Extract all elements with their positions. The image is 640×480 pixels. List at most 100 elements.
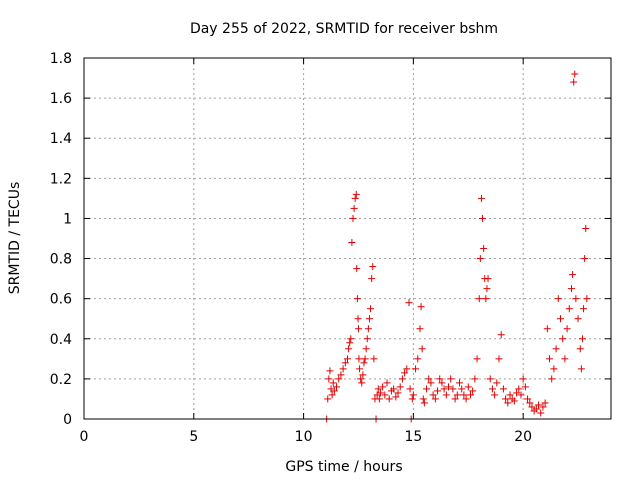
data-point: [333, 383, 341, 391]
data-point: [420, 399, 428, 407]
tick-layer: 0 5 10 15 20 0 0.2 0.4 0.6 0.8 1 1.2 1.4 1.6 1.8: [50, 51, 611, 445]
data-point: [367, 305, 375, 313]
data-point: [358, 379, 366, 387]
data-point: [425, 375, 433, 383]
data-point: [471, 375, 479, 383]
data-point: [445, 383, 453, 391]
data-point: [418, 345, 426, 353]
data-point: [390, 385, 398, 393]
data-point: [580, 305, 588, 313]
data-point: [337, 371, 345, 379]
data-point: [583, 295, 591, 303]
data-point: [341, 359, 349, 367]
data-point: [353, 295, 361, 303]
data-point: [408, 395, 416, 403]
data-point: [394, 389, 402, 397]
data-point: [348, 239, 356, 247]
data-point: [385, 395, 393, 403]
data-point: [383, 379, 391, 387]
data-point: [495, 355, 503, 363]
data-point: [354, 325, 362, 333]
data-point: [375, 395, 383, 403]
data-point: [409, 391, 417, 399]
data-point: [570, 78, 578, 86]
data-point: [578, 335, 586, 343]
data-point: [569, 271, 577, 279]
y-tick-label: 1.2: [50, 171, 72, 187]
data-point: [482, 295, 490, 303]
data-point: [369, 263, 377, 271]
data-point: [576, 345, 584, 353]
data-point: [506, 391, 514, 399]
data-point: [442, 391, 450, 399]
y-axis-label: SRMTID / TECUs: [7, 182, 23, 295]
data-point: [339, 365, 347, 373]
data-point: [572, 295, 580, 303]
data-point: [419, 395, 427, 403]
plot-frame: [83, 57, 612, 420]
data-point: [574, 315, 582, 323]
data-point: [365, 315, 373, 323]
data-point: [497, 331, 505, 339]
x-tick-label: 20: [514, 429, 532, 445]
data-point: [368, 275, 376, 283]
data-point: [532, 405, 540, 413]
data-point: [355, 355, 363, 363]
data-point: [406, 385, 414, 393]
data-point: [370, 355, 378, 363]
data-point: [493, 379, 501, 387]
data-point: [449, 385, 457, 393]
data-point: [326, 367, 334, 375]
data-point: [352, 190, 360, 198]
data-point: [381, 391, 389, 399]
data-point: [451, 395, 459, 403]
y-tick-label: 0.4: [50, 332, 72, 348]
data-point: [561, 355, 569, 363]
data-point: [351, 194, 359, 202]
data-point: [552, 345, 560, 353]
data-point: [541, 399, 549, 407]
x-tick-label: 15: [404, 429, 422, 445]
data-point: [548, 375, 556, 383]
y-tick-label: 0.8: [50, 252, 72, 268]
data-point: [440, 385, 448, 393]
data-point: [488, 385, 496, 393]
data-point: [401, 369, 409, 377]
data-point: [379, 383, 387, 391]
data-point: [517, 391, 525, 399]
data-point: [376, 389, 384, 397]
data-point: [396, 383, 404, 391]
data-point: [398, 375, 406, 383]
data-point: [535, 401, 543, 409]
data-point: [567, 285, 575, 293]
data-point: [455, 379, 463, 387]
data-point: [357, 375, 365, 383]
data-point: [559, 335, 567, 343]
data-point: [405, 299, 413, 307]
data-point: [356, 365, 364, 373]
data-point: [486, 375, 494, 383]
grid-layer: [84, 58, 611, 419]
data-point: [427, 379, 435, 387]
data-point: [479, 214, 487, 222]
data-point: [582, 224, 590, 232]
data-point: [499, 385, 507, 393]
data-point: [438, 379, 446, 387]
y-tick-label: 1: [63, 211, 72, 227]
data-point: [447, 375, 455, 383]
data-point: [360, 359, 368, 367]
data-point: [431, 395, 439, 403]
y-tick-label: 0.2: [50, 372, 72, 388]
data-point: [473, 355, 481, 363]
data-point: [464, 383, 472, 391]
data-point: [364, 325, 372, 333]
y-tick-label: 0.6: [50, 292, 72, 308]
data-point: [416, 325, 424, 333]
data-point: [359, 371, 367, 379]
data-point: [528, 403, 536, 411]
data-point: [417, 303, 425, 311]
data-point: [414, 355, 422, 363]
data-point: [392, 393, 400, 401]
data-point: [515, 385, 523, 393]
data-point: [328, 391, 336, 399]
